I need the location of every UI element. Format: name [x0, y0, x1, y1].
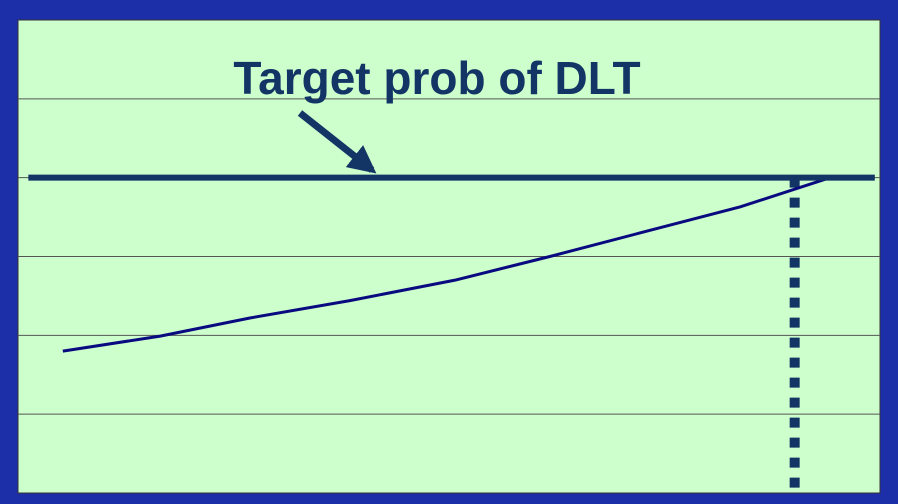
- curve: [62, 176, 831, 353]
- annotation-arrow: [297, 110, 377, 174]
- annotation: Target prob of DLT: [233, 52, 640, 104]
